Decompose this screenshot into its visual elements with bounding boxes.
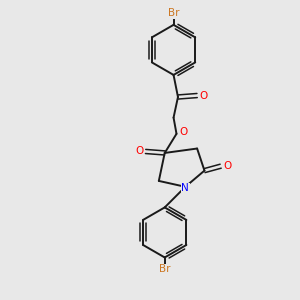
Text: O: O (135, 146, 143, 157)
Text: O: O (180, 127, 188, 137)
Text: O: O (223, 161, 231, 171)
Text: N: N (182, 183, 189, 193)
Text: O: O (200, 91, 208, 100)
Text: Br: Br (159, 264, 170, 274)
Text: Br: Br (168, 8, 179, 18)
